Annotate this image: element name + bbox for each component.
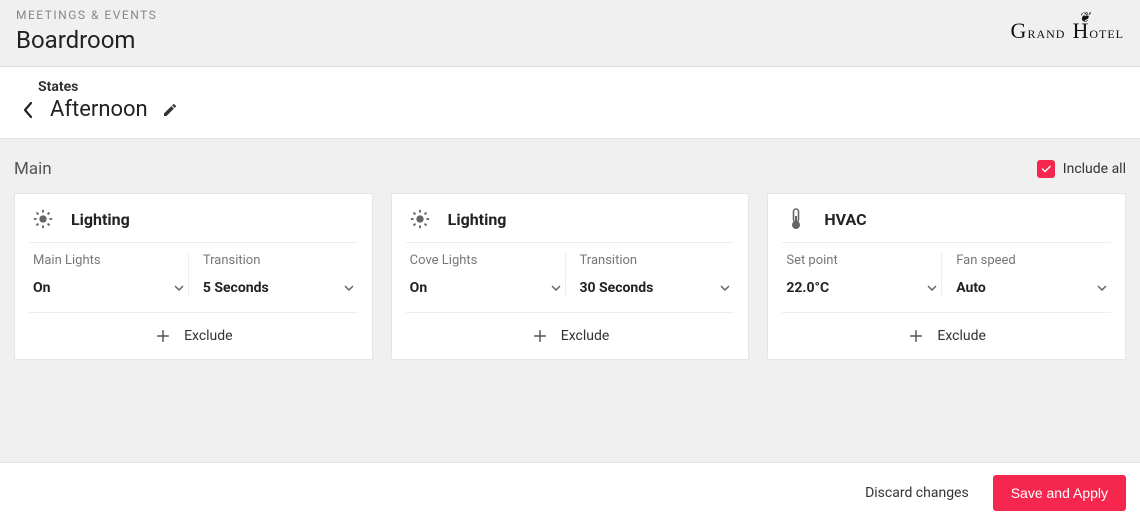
- pencil-icon: [162, 102, 178, 118]
- section-head: Main Include all: [14, 159, 1126, 179]
- exclude-button[interactable]: Exclude: [782, 312, 1111, 359]
- plus-icon: [154, 327, 172, 345]
- card-lighting-cove: Lighting Cove Lights On Transition 30 Se…: [391, 193, 750, 360]
- field-value: 30 Seconds: [580, 280, 654, 296]
- field-value: On: [33, 280, 51, 296]
- exclude-button[interactable]: Exclude: [406, 312, 735, 359]
- field-value: Auto: [956, 280, 986, 296]
- header: MEETINGS & EVENTS Boardroom Grand H❦otel: [0, 0, 1140, 67]
- footer: Discard changes Save and Apply: [0, 462, 1140, 523]
- field-transition: Transition 5 Seconds: [188, 253, 358, 296]
- plus-icon: [531, 327, 549, 345]
- save-apply-button[interactable]: Save and Apply: [993, 475, 1126, 511]
- edit-state-button[interactable]: [158, 98, 182, 122]
- field-label: Main Lights: [33, 253, 184, 268]
- card-hvac: HVAC Set point 22.0°C Fan speed Auto: [767, 193, 1126, 360]
- field-transition: Transition 30 Seconds: [565, 253, 735, 296]
- thermometer-icon: [784, 208, 808, 230]
- exclude-button[interactable]: Exclude: [29, 312, 358, 359]
- include-all-toggle[interactable]: Include all: [1037, 160, 1126, 178]
- card-header: Lighting: [29, 194, 358, 243]
- exclude-label: Exclude: [937, 328, 986, 344]
- dropdown-fan-speed[interactable]: Auto: [956, 280, 1107, 296]
- dropdown-transition[interactable]: 5 Seconds: [203, 280, 354, 296]
- caret-down-icon: [174, 285, 184, 291]
- field-main-lights: Main Lights On: [29, 253, 188, 296]
- cards-row: Lighting Main Lights On Transition 5 Sec…: [14, 193, 1126, 360]
- header-left: MEETINGS & EVENTS Boardroom: [16, 8, 157, 54]
- field-label: Fan speed: [956, 253, 1107, 268]
- caret-down-icon: [551, 285, 561, 291]
- field-label: Cove Lights: [410, 253, 561, 268]
- include-all-label: Include all: [1063, 161, 1126, 177]
- brightness-icon: [408, 208, 432, 230]
- state-name: Afternoon: [50, 97, 148, 122]
- field-label: Set point: [786, 253, 937, 268]
- back-button[interactable]: [16, 98, 40, 122]
- card-lighting-main: Lighting Main Lights On Transition 5 Sec…: [14, 193, 373, 360]
- field-label: Transition: [203, 253, 354, 268]
- dropdown-cove-lights[interactable]: On: [410, 280, 561, 296]
- card-header: HVAC: [782, 194, 1111, 243]
- caret-down-icon: [720, 285, 730, 291]
- dropdown-transition[interactable]: 30 Seconds: [580, 280, 731, 296]
- card-body: Main Lights On Transition 5 Seconds: [15, 243, 372, 312]
- exclude-label: Exclude: [561, 328, 610, 344]
- breadcrumb: MEETINGS & EVENTS: [16, 8, 157, 22]
- dropdown-setpoint[interactable]: 22.0°C: [786, 280, 937, 296]
- section-main: Main Include all Lighting Main Lights On: [0, 139, 1140, 360]
- card-title: Lighting: [71, 210, 130, 229]
- page-title: Boardroom: [16, 26, 157, 54]
- brand-logo: Grand H❦otel: [1011, 8, 1124, 45]
- brightness-icon: [31, 208, 55, 230]
- card-body: Cove Lights On Transition 30 Seconds: [392, 243, 749, 312]
- field-value: 5 Seconds: [203, 280, 269, 296]
- field-setpoint: Set point 22.0°C: [782, 253, 941, 296]
- plus-icon: [907, 327, 925, 345]
- card-body: Set point 22.0°C Fan speed Auto: [768, 243, 1125, 312]
- state-row: Afternoon: [16, 97, 1124, 122]
- card-title: HVAC: [824, 210, 866, 229]
- caret-down-icon: [1097, 285, 1107, 291]
- state-label: States: [38, 79, 1124, 95]
- card-header: Lighting: [406, 194, 735, 243]
- field-cove-lights: Cove Lights On: [406, 253, 565, 296]
- caret-down-icon: [344, 285, 354, 291]
- dropdown-main-lights[interactable]: On: [33, 280, 184, 296]
- chevron-left-icon: [22, 101, 34, 119]
- discard-button[interactable]: Discard changes: [865, 485, 969, 501]
- state-bar: States Afternoon: [0, 67, 1140, 139]
- field-fan-speed: Fan speed Auto: [941, 253, 1111, 296]
- field-value: 22.0°C: [786, 280, 829, 296]
- exclude-label: Exclude: [184, 328, 233, 344]
- caret-down-icon: [927, 285, 937, 291]
- checkbox-checked-icon: [1037, 160, 1055, 178]
- card-title: Lighting: [448, 210, 507, 229]
- field-label: Transition: [580, 253, 731, 268]
- section-title: Main: [14, 159, 52, 179]
- field-value: On: [410, 280, 428, 296]
